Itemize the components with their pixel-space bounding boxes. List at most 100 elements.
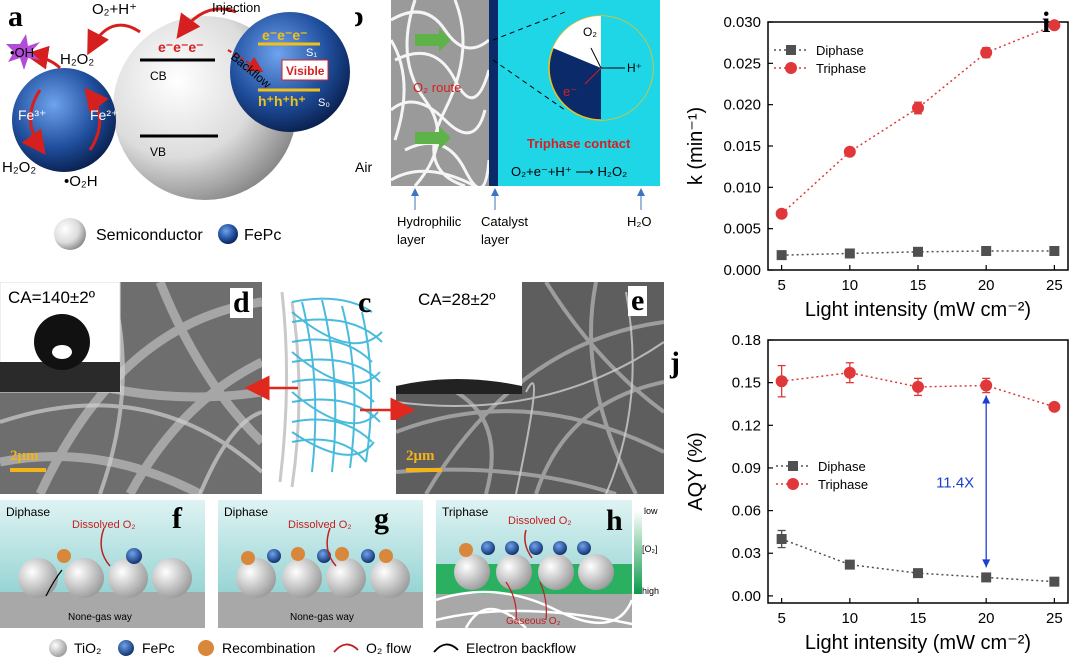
h2o-label: H₂O <box>627 214 652 229</box>
vb-label: VB <box>150 145 166 159</box>
data-point-triphase <box>980 46 993 59</box>
panel-g: Diphase Dissolved O₂ None-gas way g <box>218 500 423 628</box>
legend-backflow-label: Electron backflow <box>466 640 577 656</box>
backflow-arrow <box>227 49 264 73</box>
legend-recombination-icon <box>198 640 214 656</box>
legend-label-diphase: Diphase <box>816 43 864 58</box>
panel-c-connecting-arrows <box>244 375 416 420</box>
panel-f-diagram: Diphase Dissolved O₂ None-gas way <box>0 500 205 628</box>
x-tick-label: 25 <box>1046 277 1063 294</box>
y-tick-label: 0.06 <box>732 503 761 520</box>
data-point-triphase <box>775 375 788 388</box>
y-tick-label: 0.015 <box>723 138 761 155</box>
y-tick-label: 0.12 <box>732 417 761 434</box>
cb-label: CB <box>150 69 167 83</box>
legend-fepc-label: FePc <box>244 227 281 244</box>
zoom-eminus-label: e⁻ <box>563 84 577 99</box>
o2-low-label: low <box>644 506 658 516</box>
data-point-diphase <box>913 246 923 257</box>
y-tick-label: 0.03 <box>732 545 761 562</box>
data-point-diphase <box>1049 245 1060 256</box>
data-point-triphase <box>775 207 788 220</box>
data-point-triphase <box>843 145 856 158</box>
catalyst-label-2: layer <box>481 232 510 247</box>
legend-label-triphase: Triphase <box>816 61 866 76</box>
panel-h-dissolved-label: Dissolved O₂ <box>508 515 572 527</box>
x-tick-label: 5 <box>777 277 785 294</box>
panel-e-scale-label: 2μm <box>406 448 435 464</box>
catalyst-layer <box>489 0 498 186</box>
y-tick-label: 0.010 <box>723 179 761 196</box>
legend-semiconductor-icon <box>54 218 86 250</box>
panel-d-sem-image <box>0 282 262 494</box>
legend-o2flow-label: O₂ flow <box>366 640 412 656</box>
zoom-o2-label: O₂ <box>583 25 597 39</box>
legend-label-diphase: Diphase <box>818 459 866 474</box>
y-axis-label: k (min⁻¹) <box>685 107 707 185</box>
x-tick-label: 20 <box>978 277 995 294</box>
o2-h-label: O₂+H⁺ <box>92 1 137 18</box>
data-point-diphase <box>776 250 787 261</box>
data-point-triphase <box>980 379 993 392</box>
data-point-triphase <box>1048 19 1061 32</box>
panel-d-scale-label: 2μm <box>10 448 39 464</box>
data-point-triphase <box>912 380 924 393</box>
panel-label-f: f <box>172 502 182 535</box>
x-tick-label: 5 <box>777 610 785 627</box>
legend-fepc-label-bottom: FePc <box>142 640 175 656</box>
injection-arrow <box>176 7 237 39</box>
panel-e: CA=28±2º 2μm e <box>396 282 664 494</box>
o2h-label: •O₂H <box>64 173 98 190</box>
y-tick-label: 0.030 <box>723 14 761 31</box>
y-tick-label: 0.005 <box>723 221 761 238</box>
visible-label: Visible <box>286 64 325 78</box>
y-tick-label: 0.000 <box>723 262 761 279</box>
panel-f-dissolved-label: Dissolved O₂ <box>72 519 136 531</box>
x-tick-label: 15 <box>910 277 927 294</box>
panel-label-i: i <box>1042 6 1051 39</box>
bottom-legend: TiO₂ FePc Recombination O₂ flow Electron… <box>49 639 577 657</box>
y-tick-label: 0.00 <box>732 588 761 605</box>
legend-marker-triphase <box>785 62 797 74</box>
data-point-diphase <box>1049 576 1060 587</box>
legend-marker-triphase <box>787 478 799 490</box>
data-point-diphase <box>844 248 855 259</box>
reaction-label: O₂+e⁻+H⁺ ⟶ H₂O₂ <box>511 164 627 179</box>
data-point-triphase <box>843 366 856 379</box>
panel-f: Diphase Dissolved O₂ None-gas way f <box>0 500 205 628</box>
legend-fepc-icon <box>218 224 238 244</box>
data-point-diphase <box>776 534 787 545</box>
plot-frame <box>767 21 1069 271</box>
legend-marker-diphase <box>788 461 798 471</box>
panel-label-c: c <box>358 286 372 319</box>
panel-label-g: g <box>374 502 389 535</box>
panel-b: O₂ route Air Triphase contact O₂ H⁺ e⁻ O… <box>355 0 665 258</box>
data-point-diphase <box>981 572 992 583</box>
legend-semiconductor-label: Semiconductor <box>96 227 203 244</box>
panel-d-ca-label: CA=140±2º <box>8 288 95 307</box>
panel-g-diagram: Diphase Dissolved O₂ None-gas way <box>218 500 423 628</box>
air-label: Air <box>355 159 372 175</box>
s0-label: S₀ <box>318 97 330 109</box>
legend-recombination-label: Recombination <box>222 640 315 656</box>
panel-h: Triphase Dissolved O₂ Gaseous O₂ low [O₂… <box>436 500 666 628</box>
panel-c-fiber-illustration <box>278 291 383 488</box>
legend-label-triphase: Triphase <box>818 477 868 492</box>
hydrophilic-label-1: Hydrophilic <box>397 214 462 229</box>
legend-backflow-icon <box>433 643 459 653</box>
x-tick-label: 15 <box>910 610 927 627</box>
fe2-label: Fe²⁺ <box>90 107 118 123</box>
o2-gradient-bar <box>634 510 642 594</box>
o2-arrow-top <box>415 28 451 52</box>
oh-label: •OH <box>10 45 34 60</box>
data-point-triphase <box>1048 400 1061 413</box>
panel-label-d: d <box>230 288 253 318</box>
data-point-diphase <box>981 245 992 256</box>
x-tick-label: 25 <box>1046 610 1063 627</box>
series-line-triphase <box>781 24 1055 215</box>
y-tick-label: 0.09 <box>732 460 761 477</box>
injection-label: Injection <box>212 0 260 15</box>
y-axis-label: AQY (%) <box>685 432 707 511</box>
x-tick-label: 10 <box>841 610 858 627</box>
annotation-arrowhead-top <box>982 395 991 404</box>
